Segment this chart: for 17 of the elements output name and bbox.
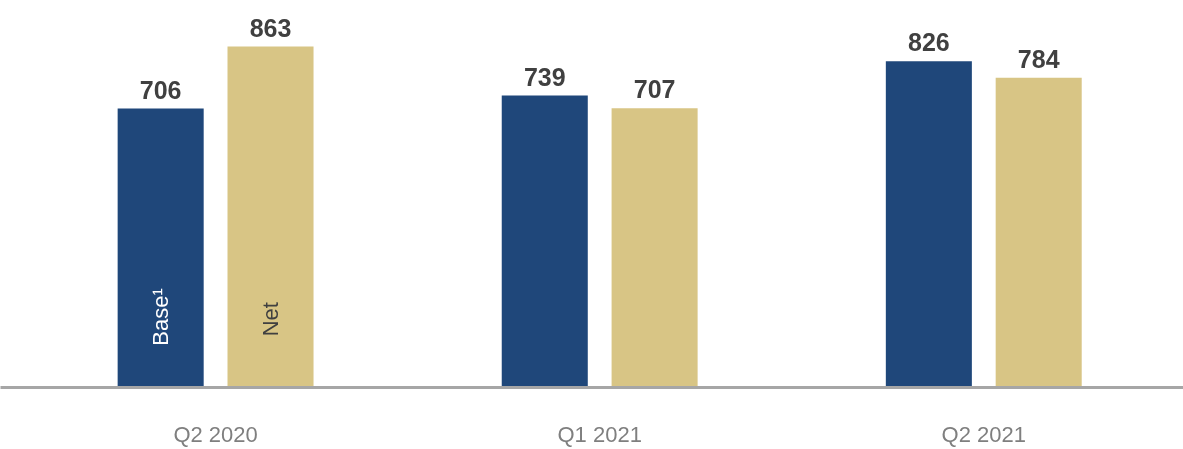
data-label: 707 <box>633 75 676 104</box>
bar <box>995 77 1082 388</box>
data-label: 826 <box>907 28 950 57</box>
bar <box>885 61 972 388</box>
bar <box>611 108 698 388</box>
bar <box>501 95 588 388</box>
x-tick-label: Q2 2021 <box>941 421 1026 447</box>
data-label: 706 <box>139 75 182 104</box>
data-label: 784 <box>1017 44 1060 73</box>
x-tick-label: Q2 2020 <box>173 421 258 447</box>
data-label: 863 <box>249 13 292 42</box>
x-tick-label: Q1 2021 <box>557 421 642 447</box>
data-label: 739 <box>523 62 566 91</box>
bar <box>117 108 204 388</box>
series-label: Net <box>258 302 284 337</box>
series-label: Base¹ <box>148 288 174 346</box>
bar <box>227 46 314 388</box>
